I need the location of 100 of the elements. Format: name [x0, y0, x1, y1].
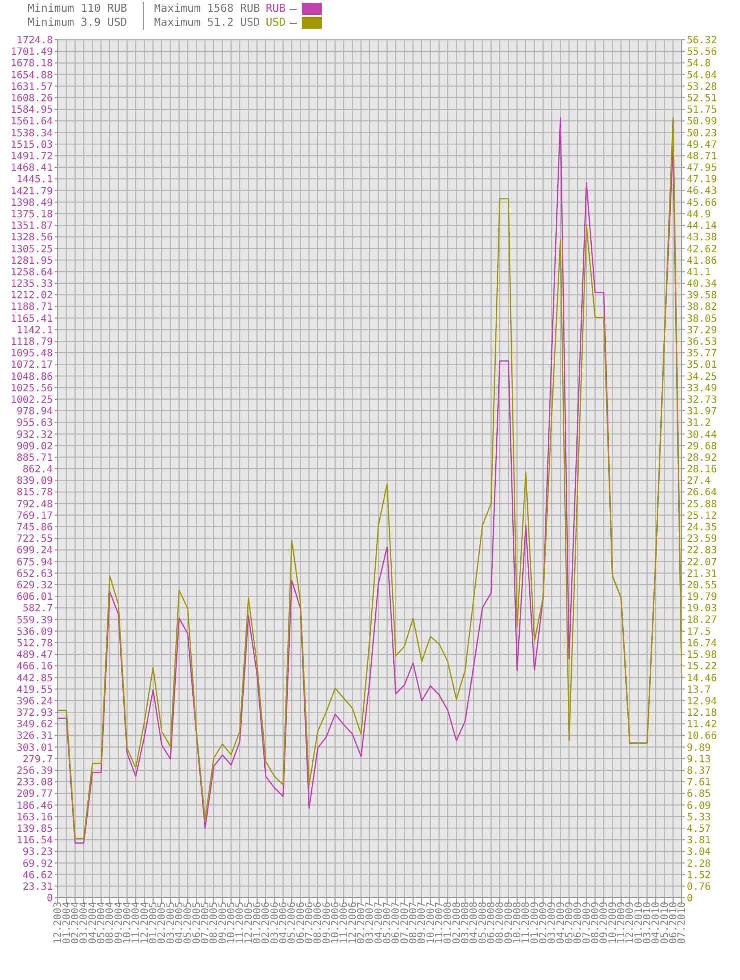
- y2-tick-label: 19.79: [687, 592, 718, 604]
- y2-tick-label: 22.83: [687, 546, 718, 557]
- y2-tick-label: 3.04: [687, 847, 712, 858]
- y-tick-label: 1701.49: [10, 47, 53, 58]
- y2-tick-label: 6.09: [687, 800, 712, 812]
- y2-tick-label: 42.62: [687, 244, 718, 256]
- y2-tick-label: 28.92: [687, 452, 718, 464]
- y-tick-label: 1305.25: [10, 244, 53, 256]
- y2-tick-label: 15.22: [687, 662, 718, 673]
- y2-tick-label: 35.01: [687, 360, 718, 372]
- y-tick-label: 186.46: [16, 800, 53, 812]
- y-tick-label: 885.71: [16, 452, 53, 464]
- text: Minimum 110 RUB: [28, 2, 128, 16]
- y-tick-label: 1654.88: [10, 70, 53, 82]
- y2-tick-label: 5.33: [687, 812, 712, 824]
- y2-tick-label: 12.18: [687, 708, 718, 719]
- y-tick-label: 209.77: [16, 789, 53, 800]
- y2-tick-label: 49.47: [687, 140, 718, 151]
- y2-tick-label: 50.99: [687, 116, 718, 128]
- y2-tick-label: 39.58: [687, 290, 718, 302]
- y2-tick-label: 12.94: [687, 696, 718, 708]
- y-tick-label: 1002.25: [10, 394, 53, 406]
- y2-tick-label: 20.55: [687, 580, 718, 592]
- y2-tick-label: 10.66: [687, 731, 718, 742]
- y-tick-label: 1212.02: [10, 290, 53, 302]
- y2-tick-label: 14.46: [687, 673, 718, 684]
- y-tick-label: 256.39: [16, 766, 53, 778]
- y2-tick-label: 36.53: [687, 337, 718, 348]
- y2-tick-label: 9.13: [687, 754, 712, 766]
- y2-tick-label: 29.68: [687, 441, 718, 452]
- y2-tick-label: 15.98: [687, 650, 718, 662]
- y2-tick-label: 26.64: [687, 488, 718, 499]
- y2-tick-label: 19.03: [687, 604, 718, 615]
- y-tick-label: 582.7: [22, 604, 53, 615]
- y2-tick-label: 47.19: [687, 174, 718, 186]
- y-tick-label: 839.09: [16, 476, 53, 488]
- y-tick-label: 303.01: [16, 742, 53, 754]
- y-tick-label: 629.32: [16, 580, 53, 592]
- y2-tick-label: 44.14: [687, 221, 718, 232]
- y2-tick-label: 34.25: [687, 372, 718, 383]
- y-tick-label: 1188.71: [10, 302, 53, 314]
- y2-tick-label: 54.8: [687, 58, 712, 70]
- y2-tick-label: 13.7: [687, 684, 712, 696]
- y-tick-label: 1584.95: [10, 105, 53, 116]
- y-tick-label: 512.78: [16, 638, 53, 650]
- y-tick-label: 815.78: [16, 488, 53, 499]
- y-tick-label: 466.16: [16, 662, 53, 673]
- y2-tick-label: 38.82: [687, 302, 718, 314]
- text: Maximum 51.2 USD: [154, 16, 260, 30]
- y-tick-label: 536.09: [16, 626, 53, 638]
- y-tick-label: 1118.79: [10, 337, 53, 348]
- y2-tick-label: 41.1: [687, 267, 712, 278]
- y-tick-label: 792.48: [16, 499, 53, 510]
- y2-tick-label: 1.52: [687, 870, 712, 882]
- y-tick-label: 1468.41: [10, 163, 53, 174]
- y-tick-label: 675.94: [16, 557, 53, 568]
- y-tick-label: 326.31: [16, 731, 53, 742]
- y2-tick-label: 28.16: [687, 464, 718, 476]
- y2-tick-label: 31.97: [687, 406, 718, 418]
- y2-tick-label: 11.42: [687, 720, 718, 731]
- y-tick-label: 93.23: [22, 847, 53, 858]
- y-tick-label: 699.24: [16, 546, 53, 557]
- y-tick-label: 1165.41: [10, 314, 53, 325]
- y-tick-label: 279.7: [22, 754, 53, 766]
- y2-tick-label: 53.28: [687, 82, 718, 93]
- y-tick-label: 862.4: [22, 464, 53, 476]
- y-tick-label: 1258.64: [10, 267, 53, 278]
- y-tick-label: 606.01: [16, 592, 53, 604]
- y-tick-label: 489.47: [16, 650, 53, 662]
- y-tick-label: 1608.26: [10, 94, 53, 105]
- y-tick-label: 1281.95: [10, 256, 53, 267]
- y-tick-label: 1421.79: [10, 186, 53, 198]
- y2-tick-label: 46.43: [687, 186, 718, 198]
- y2-tick-label: 0.76: [687, 882, 712, 893]
- y2-tick-label: 50.23: [687, 128, 718, 140]
- text: Minimum 3.9 USD: [28, 16, 128, 30]
- y-tick-label: 652.63: [16, 568, 53, 580]
- y2-tick-label: 21.31: [687, 568, 718, 580]
- y-tick-label: 932.32: [16, 430, 53, 441]
- y2-tick-label: 18.27: [687, 615, 718, 626]
- y-tick-label: 349.62: [16, 720, 53, 731]
- y-tick-label: 1724.8: [16, 36, 53, 47]
- y2-tick-label: 4.57: [687, 824, 712, 835]
- y-tick-label: 1095.48: [10, 348, 53, 360]
- y2-tick-label: 31.2: [687, 418, 712, 430]
- text: Maximum 1568 RUB: [154, 2, 260, 16]
- y-tick-label: 1328.56: [10, 232, 53, 244]
- y2-tick-label: 17.5: [687, 626, 712, 638]
- y-tick-label: 442.85: [16, 673, 53, 684]
- y-tick-label: 1351.87: [10, 221, 53, 232]
- y-tick-label: 23.31: [22, 882, 53, 893]
- y2-tick-label: 35.77: [687, 348, 718, 360]
- y-tick-label: 1515.03: [10, 140, 53, 151]
- y-tick-label: 722.55: [16, 534, 53, 546]
- y-tick-label: 559.39: [16, 615, 53, 626]
- y-tick-label: 978.94: [16, 406, 53, 418]
- y-tick-label: 372.93: [16, 708, 53, 720]
- y-tick-label: 1048.86: [10, 372, 53, 383]
- y2-tick-label: 25.12: [687, 510, 718, 522]
- y2-tick-label: 8.37: [687, 766, 712, 778]
